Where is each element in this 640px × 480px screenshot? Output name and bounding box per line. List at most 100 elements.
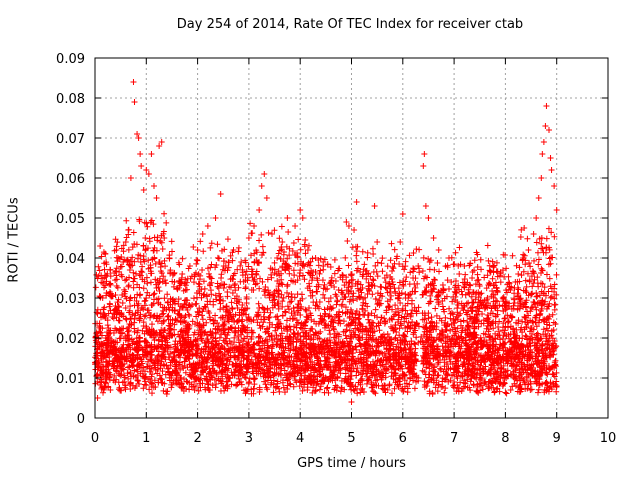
- y-tick-label: 0.07: [56, 132, 85, 147]
- data-point: [107, 267, 114, 273]
- y-tick-label: 0.03: [56, 292, 85, 307]
- data-point: [268, 231, 275, 237]
- data-point: [515, 271, 522, 277]
- x-tick-label: 9: [553, 431, 561, 446]
- data-points: [94, 79, 560, 405]
- data-point: [102, 251, 109, 257]
- data-point: [256, 207, 263, 213]
- data-point: [204, 223, 211, 229]
- y-tick-label: 0.09: [56, 52, 85, 67]
- data-point: [179, 271, 186, 277]
- data-point: [535, 195, 542, 201]
- data-point: [421, 151, 428, 157]
- data-point: [399, 211, 406, 217]
- data-point: [312, 255, 319, 261]
- data-point: [238, 259, 245, 265]
- data-point: [533, 215, 540, 221]
- data-point: [492, 375, 499, 381]
- data-point: [381, 275, 388, 281]
- data-point: [133, 383, 140, 389]
- data-point: [122, 239, 129, 245]
- data-point: [451, 379, 458, 385]
- data-point: [184, 379, 191, 385]
- data-point: [399, 371, 406, 377]
- data-point: [539, 151, 546, 157]
- data-point: [542, 123, 549, 129]
- data-point: [150, 183, 157, 189]
- data-point: [476, 283, 483, 289]
- data-point: [171, 279, 178, 285]
- data-point: [199, 231, 206, 237]
- data-point: [292, 223, 299, 229]
- x-tick-label: 1: [142, 431, 150, 446]
- data-point: [130, 79, 137, 85]
- data-point: [543, 103, 550, 109]
- data-point: [415, 263, 422, 269]
- data-point: [538, 175, 545, 181]
- data-point: [145, 171, 152, 177]
- y-tick-label: 0.04: [56, 252, 85, 267]
- data-point: [194, 247, 201, 253]
- data-point: [115, 255, 122, 261]
- point-cloud: [92, 210, 560, 397]
- data-point: [553, 207, 560, 213]
- data-point: [499, 295, 506, 301]
- data-point: [343, 219, 350, 225]
- dense-point-cloud: [92, 210, 560, 397]
- y-tick-label: 0.05: [56, 212, 85, 227]
- data-point: [435, 247, 442, 253]
- data-point: [220, 383, 227, 389]
- data-point: [97, 243, 104, 249]
- data-point: [348, 399, 355, 405]
- data-point: [245, 379, 252, 385]
- data-point: [507, 287, 514, 293]
- data-point: [299, 215, 306, 221]
- data-point: [263, 195, 270, 201]
- x-tick-label: 2: [193, 431, 201, 446]
- y-tick-label: 0.08: [56, 92, 85, 107]
- data-point: [533, 379, 540, 385]
- data-point: [420, 163, 427, 169]
- data-point: [284, 215, 291, 221]
- data-point: [327, 375, 334, 381]
- x-tick-label: 4: [296, 431, 304, 446]
- x-tick-label: 6: [399, 431, 407, 446]
- data-point: [345, 223, 352, 229]
- data-point: [430, 367, 437, 373]
- data-point: [261, 171, 268, 177]
- data-point: [143, 167, 150, 173]
- y-axis-ticks: 0 0.01 0.02 0.03 0.04 0.05 0.06 0.07 0.08 0.09: [56, 52, 608, 427]
- data-point: [520, 255, 527, 261]
- data-point: [279, 239, 286, 245]
- data-point: [371, 203, 378, 209]
- x-tick-label: 5: [347, 431, 355, 446]
- data-point: [546, 127, 553, 133]
- data-point: [304, 247, 311, 253]
- data-point: [410, 275, 417, 281]
- data-point: [540, 139, 547, 145]
- data-point: [422, 203, 429, 209]
- chart-title: Day 254 of 2014, Rate Of TEC Index for r…: [176, 17, 524, 32]
- data-point: [548, 167, 555, 173]
- data-point: [530, 231, 537, 237]
- data-point: [161, 235, 168, 241]
- x-axis-ticks: 0 1 2 3 4 5 6 7 8 9 10: [91, 58, 616, 446]
- data-point: [186, 263, 193, 269]
- y-tick-label: 0.02: [56, 332, 85, 347]
- data-point: [94, 395, 101, 401]
- x-tick-label: 8: [501, 431, 509, 446]
- data-point: [107, 387, 114, 393]
- data-point: [351, 227, 358, 233]
- x-tick-label: 3: [245, 431, 253, 446]
- data-point: [484, 295, 491, 301]
- data-point: [135, 135, 142, 141]
- data-point: [251, 223, 258, 229]
- data-point: [112, 303, 119, 309]
- data-point: [307, 379, 314, 385]
- data-point: [127, 175, 134, 181]
- data-point: [415, 375, 422, 381]
- data-point: [163, 391, 170, 397]
- data-point: [148, 151, 155, 157]
- data-point: [397, 239, 404, 245]
